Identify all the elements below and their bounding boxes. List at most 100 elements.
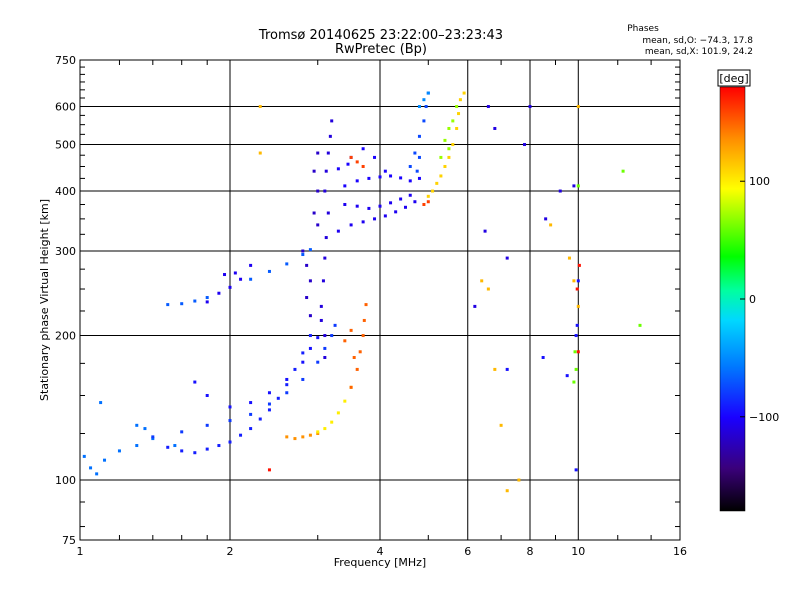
data-point <box>417 134 421 138</box>
data-point <box>451 119 455 123</box>
data-point <box>301 377 305 381</box>
data-point <box>443 138 447 142</box>
data-point <box>349 385 353 389</box>
data-point <box>349 223 353 227</box>
data-point <box>413 200 417 204</box>
data-point <box>330 334 334 338</box>
data-point <box>574 367 578 371</box>
data-point <box>417 155 421 159</box>
data-point <box>180 449 184 453</box>
data-point <box>319 318 323 322</box>
colorbar-ticks: 100 0 −100 <box>740 175 779 424</box>
data-point <box>422 119 426 123</box>
x-axis-label: Frequency [MHz] <box>334 556 426 569</box>
data-point <box>451 143 455 147</box>
data-point <box>330 420 334 424</box>
y-tick-label: 500 <box>55 139 76 152</box>
data-point <box>544 217 548 221</box>
data-point <box>301 351 305 355</box>
data-point <box>336 411 340 415</box>
data-point <box>480 279 484 283</box>
data-point <box>422 98 426 102</box>
data-point <box>361 147 365 151</box>
data-point <box>117 449 121 453</box>
data-point <box>638 323 642 327</box>
data-point <box>349 155 353 159</box>
grid <box>80 60 680 540</box>
data-point <box>413 151 417 155</box>
data-point <box>408 179 412 183</box>
data-point <box>205 423 209 427</box>
data-point <box>378 175 382 179</box>
y-tick-label: 600 <box>55 101 76 114</box>
data-point <box>455 126 459 130</box>
data-point <box>574 468 578 472</box>
data-point <box>217 291 221 295</box>
data-point <box>399 197 403 201</box>
data-point <box>205 296 209 300</box>
data-point <box>462 91 466 95</box>
x-tick-label: 6 <box>464 545 471 558</box>
data-point <box>324 169 328 173</box>
data-point <box>323 189 327 193</box>
x-tick-labels: 1 2 4 6 8 10 16 <box>77 545 688 558</box>
data-point <box>193 380 197 384</box>
data-point <box>355 367 359 371</box>
data-point <box>355 179 359 183</box>
data-point <box>439 174 443 178</box>
data-point <box>205 394 209 398</box>
data-point <box>99 401 103 405</box>
data-point <box>457 112 461 116</box>
data-point <box>426 91 430 95</box>
data-point <box>417 176 421 180</box>
data-point <box>352 355 356 359</box>
data-point <box>319 304 323 308</box>
x-tick-label: 1 <box>77 545 84 558</box>
data-point <box>389 174 393 178</box>
data-point <box>523 143 527 147</box>
data-point <box>323 334 327 338</box>
data-point <box>312 211 316 215</box>
colorbar-label: [deg] <box>719 72 748 85</box>
y-axis-label: Stationary phase Virtual Height [km] <box>38 199 51 401</box>
data-point <box>267 408 271 412</box>
data-point <box>293 367 297 371</box>
data-point <box>321 279 325 283</box>
data-point <box>333 323 337 327</box>
colorbar-tick-label: −100 <box>749 411 779 424</box>
data-point <box>447 155 451 159</box>
data-point <box>455 105 459 109</box>
data-point <box>447 147 451 151</box>
data-point <box>316 223 320 227</box>
data-point <box>358 350 362 354</box>
data-point <box>249 277 253 281</box>
data-point <box>305 263 309 267</box>
data-point <box>361 220 365 224</box>
data-point <box>408 164 412 168</box>
data-point <box>249 263 253 267</box>
data-point <box>458 98 462 102</box>
data-point <box>312 169 316 173</box>
data-point <box>493 126 497 130</box>
data-point <box>301 360 305 364</box>
data-point <box>326 211 330 215</box>
data-point <box>389 201 393 205</box>
data-point <box>205 300 209 304</box>
data-point <box>316 360 320 364</box>
data-point <box>233 271 237 275</box>
data-point <box>361 334 365 338</box>
data-point <box>228 419 232 423</box>
data-point <box>173 444 177 448</box>
data-point <box>343 339 347 343</box>
data-point <box>336 229 340 233</box>
minor-ticks <box>80 60 680 540</box>
data-point <box>285 377 289 381</box>
data-point <box>249 427 253 431</box>
data-point <box>373 155 377 159</box>
data-point <box>143 427 147 431</box>
data-point <box>577 263 581 267</box>
data-point <box>572 279 576 283</box>
data-point <box>343 184 347 188</box>
colorbar-tick-label: 0 <box>749 293 756 306</box>
data-point <box>576 350 580 354</box>
